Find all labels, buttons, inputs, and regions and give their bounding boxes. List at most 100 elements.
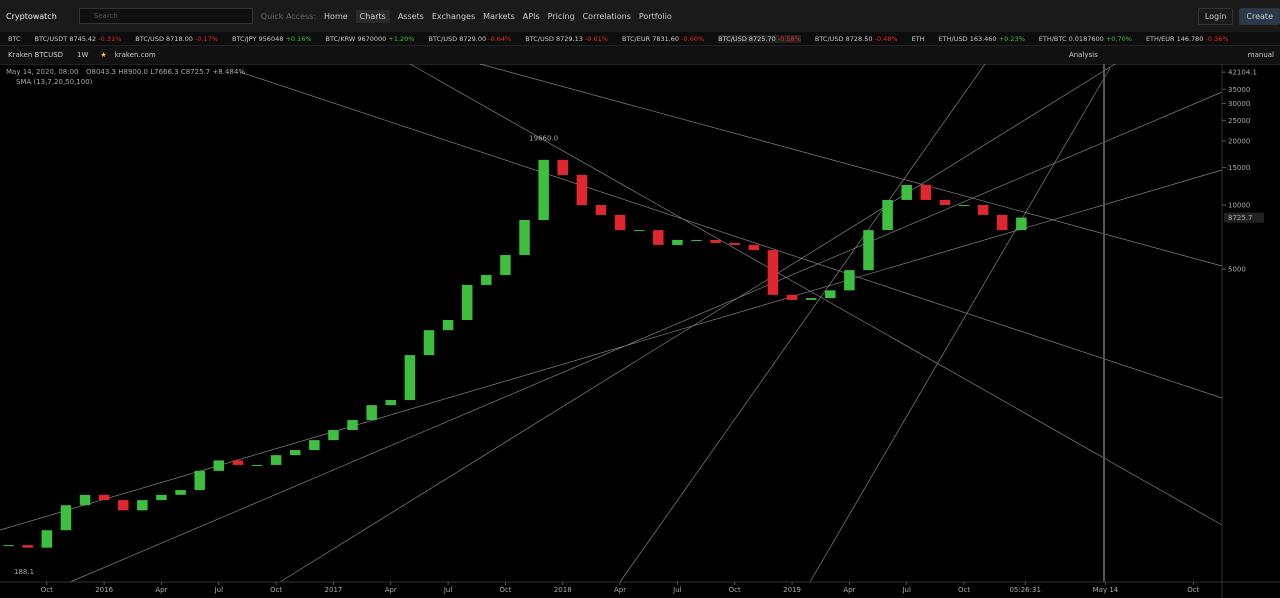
x-tick-label: Apr bbox=[155, 586, 167, 594]
trendline bbox=[619, 64, 986, 583]
ticker-item[interactable]: ETH/USD 163.460 +0.23% bbox=[939, 35, 1025, 43]
price-chart: May 14, 2020, 08:00 O8043.3 H8900.0 L766… bbox=[0, 64, 1280, 598]
search-box[interactable]: Search bbox=[78, 8, 253, 24]
trendline bbox=[479, 64, 1223, 267]
ticker-change: -0.36% bbox=[1205, 34, 1229, 43]
x-tick-label: May 14 bbox=[1093, 586, 1119, 594]
exchange-link[interactable]: kraken.com bbox=[114, 51, 156, 59]
ticker-price: 9670000 bbox=[357, 34, 387, 43]
candle bbox=[156, 494, 167, 501]
trendline bbox=[279, 64, 1116, 583]
candle bbox=[653, 230, 664, 245]
login-button[interactable]: Login bbox=[1197, 7, 1234, 25]
candle bbox=[423, 330, 435, 356]
candle bbox=[538, 159, 549, 221]
ticker-change: -0.60% bbox=[681, 34, 705, 43]
ticker-price: 8745.42 bbox=[69, 34, 97, 43]
ticker-item[interactable]: BTC/EUR 7831.60 -0.60% bbox=[622, 35, 704, 43]
ticker-item[interactable]: BTC/JPY 956048 +0.16% bbox=[232, 35, 312, 43]
ticker-pair: ETH bbox=[911, 34, 925, 43]
nav-link[interactable]: APIs bbox=[522, 11, 540, 21]
candle bbox=[863, 230, 874, 271]
ticker-price: 8725.70 bbox=[748, 34, 776, 43]
trendline bbox=[0, 169, 1223, 531]
nav-link[interactable]: Assets bbox=[397, 11, 424, 21]
last-price-tag bbox=[1224, 212, 1264, 223]
candle-date: May 14, 2020, 08:00 bbox=[6, 68, 79, 76]
y-tick-label: 30000 bbox=[1228, 100, 1250, 108]
brand[interactable]: Cryptowatch bbox=[6, 11, 57, 21]
ticker-price: 146.780 bbox=[1176, 34, 1204, 43]
ticker-item[interactable]: BTC/USD 8725.70 -0.58% bbox=[718, 34, 801, 43]
ticker-pair: BTC/JPY bbox=[232, 34, 257, 43]
nav-link[interactable]: Portfolio bbox=[638, 11, 672, 21]
ticker-pair: BTC/USD bbox=[718, 34, 747, 43]
ticker-item[interactable]: BTC/USD 8729.13 -0.61% bbox=[525, 35, 608, 43]
candle bbox=[347, 420, 358, 431]
ticker-change: +1.20% bbox=[388, 34, 415, 43]
ticker-item[interactable]: BTC/USD 8729.00 -0.64% bbox=[429, 35, 512, 43]
trendline bbox=[409, 64, 1223, 526]
analysis-button[interactable]: Analysis bbox=[1068, 51, 1098, 59]
nav-link[interactable]: Pricing bbox=[547, 11, 575, 21]
nav-link[interactable]: Correlations bbox=[582, 11, 631, 21]
ticker-item[interactable]: BTC/USD 8718.00 -0.17% bbox=[135, 35, 218, 43]
market-select[interactable]: Kraken BTCUSD bbox=[8, 51, 64, 59]
x-tick-label: Oct bbox=[270, 586, 282, 594]
candle bbox=[213, 460, 225, 471]
nav-link[interactable]: Markets bbox=[483, 11, 515, 21]
ticker-item[interactable]: ETH/BTC 0.0187600 +0.70% bbox=[1039, 35, 1132, 43]
ticker-pair: ETH/EUR bbox=[1145, 34, 1175, 43]
ticker: BTC BTC/USDT 8745.42 -0.31% BTC/USD 8718.… bbox=[0, 32, 1280, 46]
candle bbox=[672, 239, 683, 245]
x-tick-label: Jul bbox=[901, 586, 911, 594]
trendline bbox=[69, 91, 1223, 583]
ticker-change: +0.16% bbox=[285, 34, 312, 43]
ticker-change: -0.58% bbox=[777, 34, 801, 43]
candle bbox=[729, 242, 740, 245]
x-tick-label: Oct bbox=[958, 586, 970, 594]
ticker-change: -0.48% bbox=[874, 34, 898, 43]
nav-links: Home Charts Assets Exchanges Markets APIs Pric… bbox=[316, 9, 672, 23]
ticker-item[interactable]: ETH bbox=[912, 35, 925, 43]
candle bbox=[117, 500, 129, 511]
x-tick-label: Jul bbox=[672, 586, 682, 594]
scale-mode[interactable]: manual bbox=[1247, 51, 1274, 59]
ticker-item[interactable]: BTC/USDT 8745.42 -0.31% bbox=[35, 35, 122, 43]
y-tick-label: 5000 bbox=[1228, 266, 1246, 274]
x-tick-label: Oct bbox=[41, 586, 53, 594]
x-tick-label: Apr bbox=[843, 586, 855, 594]
candle bbox=[748, 244, 760, 251]
favorite-star[interactable]: ★ bbox=[100, 51, 107, 59]
ticker-change: +0.70% bbox=[1105, 34, 1132, 43]
ticker-group[interactable]: BTC bbox=[8, 34, 21, 43]
x-tick-label: Apr bbox=[385, 586, 397, 594]
nav-link[interactable]: Exchanges bbox=[431, 11, 476, 21]
trendline bbox=[239, 71, 1223, 399]
interval-select[interactable]: 1W bbox=[77, 51, 89, 59]
nav-link[interactable]: Home bbox=[324, 11, 348, 21]
ticker-change: -0.31% bbox=[98, 34, 122, 43]
x-tick-label: Oct bbox=[1187, 586, 1199, 594]
create-button[interactable]: Create bbox=[1239, 7, 1280, 25]
x-tick-label: 05:26:31 bbox=[1009, 586, 1040, 594]
candle bbox=[844, 270, 855, 291]
candle bbox=[710, 239, 721, 243]
candle bbox=[500, 255, 511, 275]
candle bbox=[958, 204, 970, 206]
candle bbox=[977, 204, 989, 215]
trendlines bbox=[0, 64, 1223, 583]
ticker-price: 8728.50 bbox=[845, 34, 873, 43]
ticker-item[interactable]: BTC/USD 8728.50 -0.48% bbox=[815, 35, 898, 43]
y-tick-label: 42104.1 bbox=[1228, 69, 1257, 77]
ticker-price: 163.460 bbox=[969, 34, 997, 43]
nav-link[interactable]: Charts bbox=[355, 9, 390, 23]
candle bbox=[767, 250, 779, 295]
ticker-item[interactable]: ETH/EUR 146.780 -0.36% bbox=[1146, 35, 1229, 43]
ticker-change: -0.61% bbox=[584, 34, 608, 43]
ticker-item[interactable]: BTC/KRW 9670000 +1.20% bbox=[326, 35, 415, 43]
x-tick-label: 2016 bbox=[95, 586, 113, 594]
candle bbox=[385, 400, 397, 406]
candle bbox=[22, 545, 33, 548]
y-tick-label: 35000 bbox=[1228, 86, 1250, 94]
